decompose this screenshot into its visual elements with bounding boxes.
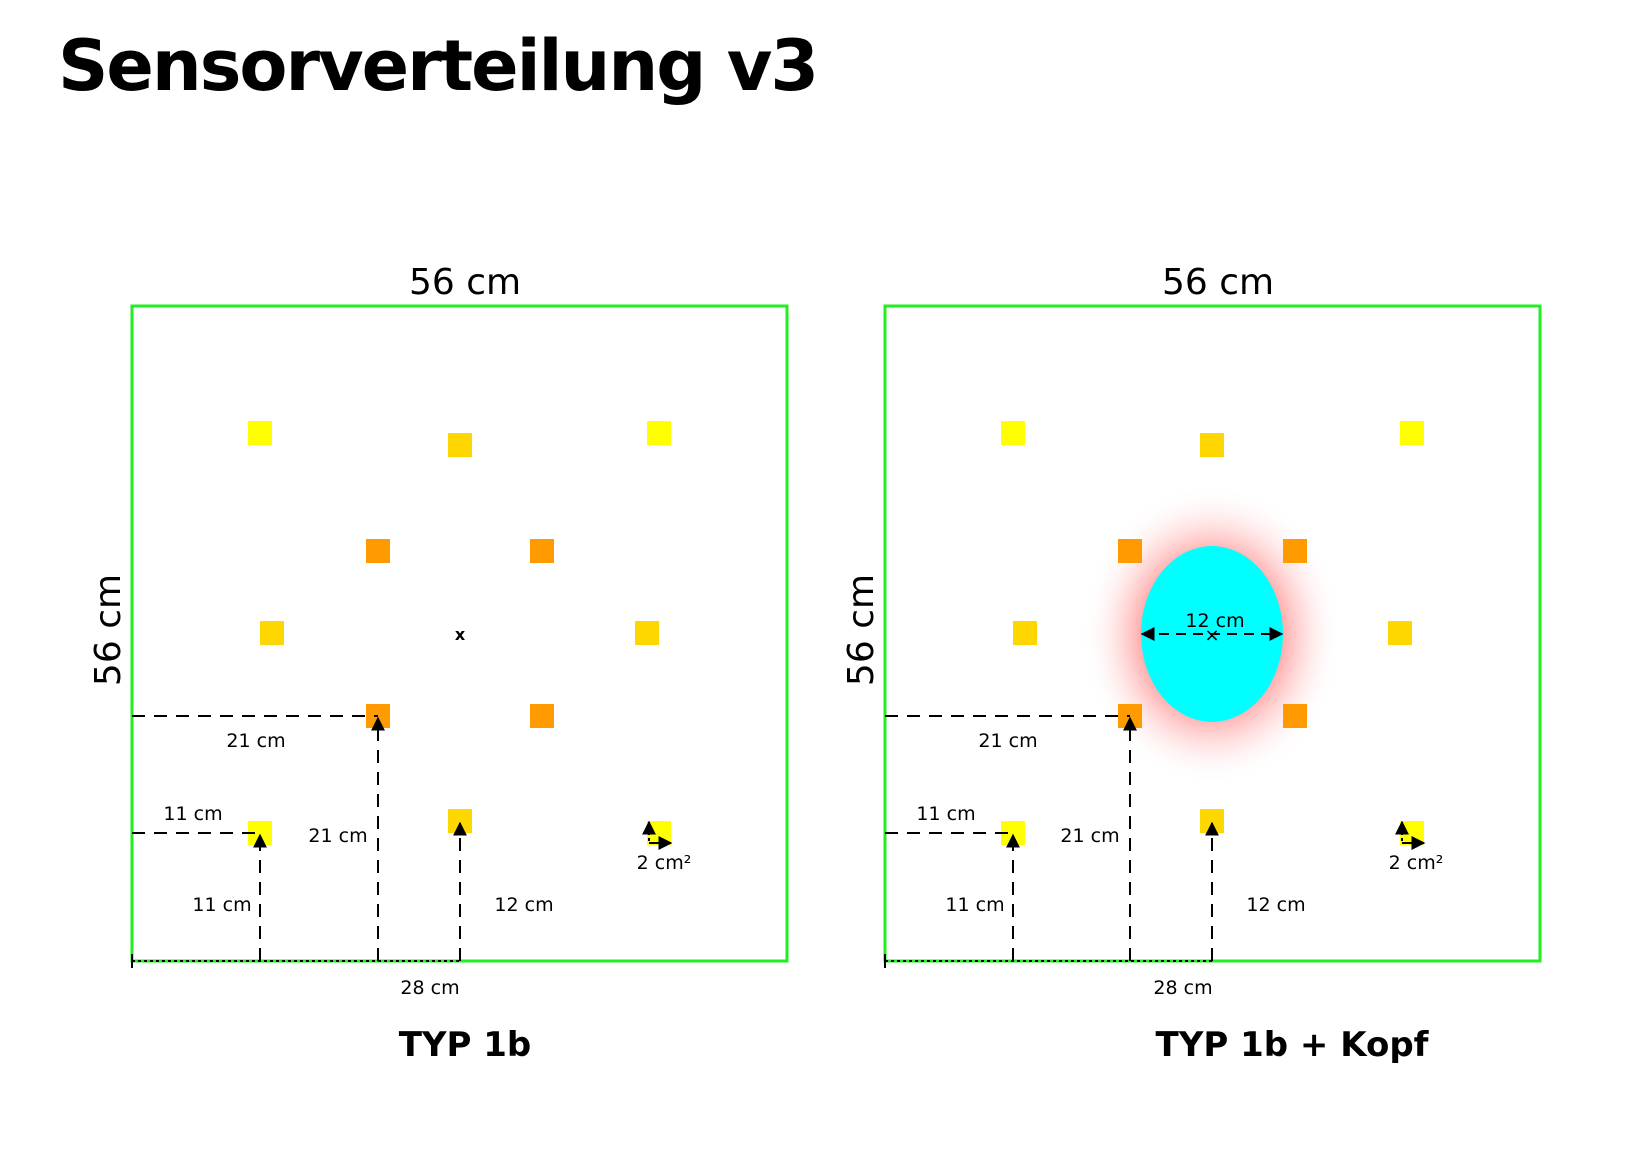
panel-caption: TYP 1b (399, 1025, 532, 1065)
sensor-outer (1400, 421, 1424, 445)
sensor-inner (530, 539, 554, 563)
dim-28cm: 28 cm (1153, 977, 1212, 999)
sensor-outer (1400, 821, 1424, 845)
dim-12cm: 12 cm (1246, 894, 1305, 916)
panel-typ-1b: 56 cm 56 cm x 21 cm 11 cm 21 cm 11 cm (88, 262, 789, 1065)
sensor-outer (647, 421, 671, 445)
sensor-mid (448, 433, 472, 457)
sensor-inner (366, 539, 390, 563)
sensor-inner (1283, 704, 1307, 728)
height-label: 56 cm (841, 574, 882, 686)
sensor-outer (248, 421, 272, 445)
sensor-mid (635, 621, 659, 645)
sensor-mid (1200, 433, 1224, 457)
panel-typ-1b-kopf: 56 cm 56 cm × 12 cm 21 cm 11 c (841, 262, 1542, 1065)
dim-11cm-vertical: 11 cm (945, 894, 1004, 916)
area-label: 2 cm² (1389, 852, 1444, 874)
dim-12cm: 12 cm (494, 894, 553, 916)
dim-11cm-horizontal: 11 cm (916, 803, 975, 825)
sensor-mid (1013, 621, 1037, 645)
dim-28cm: 28 cm (400, 977, 459, 999)
dim-11cm-vertical: 11 cm (192, 894, 251, 916)
sensor-inner (1118, 539, 1142, 563)
dim-21cm-vertical: 21 cm (308, 825, 367, 847)
dim-21cm-vertical: 21 cm (1060, 825, 1119, 847)
width-label: 56 cm (1162, 262, 1274, 303)
sensor-mid (1200, 809, 1224, 833)
sensor-mid (1388, 621, 1412, 645)
sensor-inner (530, 704, 554, 728)
area-label: 2 cm² (637, 852, 692, 874)
head-center-mark: × (1204, 625, 1219, 646)
dim-21cm-horizontal: 21 cm (226, 730, 285, 752)
center-mark: x (455, 625, 466, 644)
dim-11cm-horizontal: 11 cm (163, 803, 222, 825)
height-label: 56 cm (88, 574, 129, 686)
sensor-mid (448, 809, 472, 833)
panel-caption: TYP 1b + Kopf (1156, 1025, 1430, 1065)
head-diameter-label: 12 cm (1185, 610, 1244, 632)
sensor-outer (1001, 421, 1025, 445)
sensor-outer (647, 821, 671, 845)
sensor-inner (1283, 539, 1307, 563)
sensor-mid (260, 621, 284, 645)
width-label: 56 cm (409, 262, 521, 303)
dim-21cm-horizontal: 21 cm (978, 730, 1037, 752)
page-title: Sensorverteilung v3 (58, 25, 819, 107)
